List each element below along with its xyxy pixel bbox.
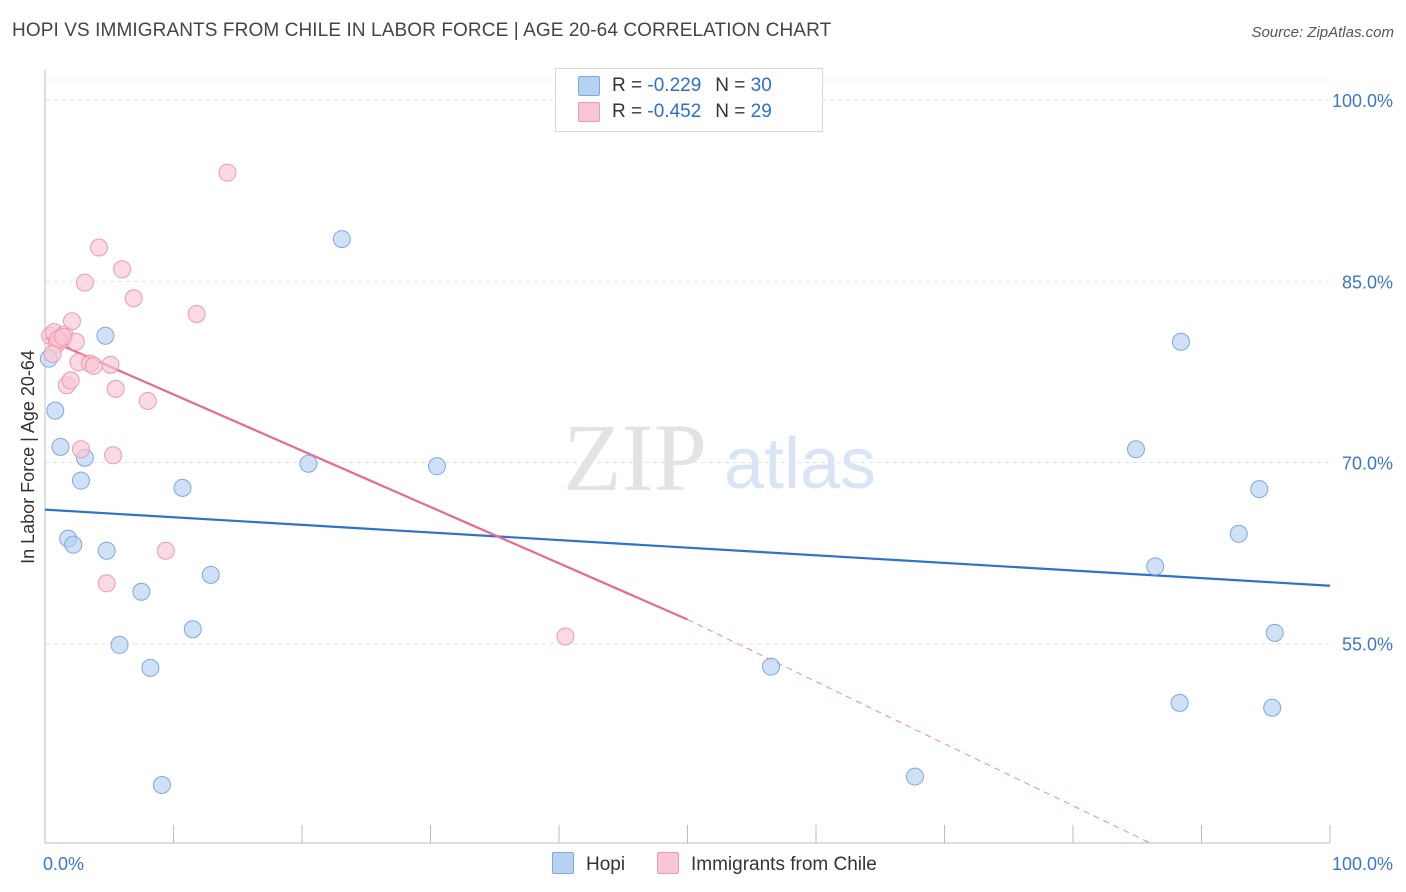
legend-row-chile: R = -0.452 N = 29 bbox=[578, 101, 772, 125]
hopi-point bbox=[1126, 440, 1145, 459]
r-label: R = bbox=[612, 101, 643, 122]
legend-item-chile[interactable]: Immigrants from Chile bbox=[657, 852, 877, 876]
chile-point bbox=[61, 371, 80, 390]
hopi-point bbox=[96, 326, 115, 345]
x-tick-label: 100.0% bbox=[1332, 854, 1393, 874]
chile-point bbox=[43, 344, 62, 363]
chile-point bbox=[124, 289, 143, 308]
hopi-point bbox=[152, 776, 171, 795]
axes bbox=[44, 70, 1331, 844]
hopi-point bbox=[173, 478, 192, 497]
y-tick-label: 100.0% bbox=[1332, 91, 1393, 111]
hopi-point bbox=[1171, 332, 1190, 351]
chile-legend-swatch bbox=[657, 852, 679, 874]
hopi-point bbox=[1229, 524, 1248, 543]
chile-point bbox=[187, 304, 206, 323]
hopi-point bbox=[762, 657, 781, 676]
chart-title: HOPI VS IMMIGRANTS FROM CHILE IN LABOR F… bbox=[12, 20, 832, 41]
hopi-point bbox=[1250, 480, 1269, 499]
hopi-point bbox=[1146, 557, 1165, 576]
y-tick-label: 85.0% bbox=[1342, 272, 1393, 292]
chile-point bbox=[89, 238, 108, 257]
chile-trend-extension bbox=[687, 619, 1151, 844]
data-points bbox=[39, 163, 1284, 795]
chile-point bbox=[97, 574, 116, 593]
legend-label-hopi: Hopi bbox=[586, 854, 626, 875]
hopi-point bbox=[427, 457, 446, 476]
chile-point bbox=[84, 356, 103, 375]
hopi-point bbox=[1265, 623, 1284, 642]
x-tick-label: 0.0% bbox=[43, 854, 84, 874]
chile-point bbox=[62, 312, 81, 331]
chile-point bbox=[218, 163, 237, 182]
source-label: Source: ZipAtlas.com bbox=[1251, 24, 1394, 41]
n-value-chile: 29 bbox=[750, 101, 772, 122]
legend-row-hopi: R = -0.229 N = 30 bbox=[578, 75, 772, 99]
hopi-point bbox=[97, 541, 116, 560]
y-tick-label: 70.0% bbox=[1342, 454, 1393, 474]
hopi-point bbox=[183, 620, 202, 639]
hopi-point bbox=[51, 437, 70, 456]
hopi-point bbox=[299, 454, 318, 473]
watermark-atlas: atlas bbox=[724, 424, 876, 504]
r-value-chile: -0.452 bbox=[647, 101, 702, 122]
hopi-point bbox=[132, 582, 151, 601]
chile-point bbox=[113, 260, 132, 279]
chile-point bbox=[101, 355, 120, 374]
correlation-legend: R = -0.229 N = 30 R = -0.452 N = 29 bbox=[555, 68, 823, 132]
y-tick-label: 55.0% bbox=[1342, 635, 1393, 655]
chile-point bbox=[156, 541, 175, 560]
hopi-point bbox=[1263, 698, 1282, 717]
hopi-point bbox=[71, 471, 90, 490]
chile-point bbox=[556, 627, 575, 646]
hopi-legend-swatch bbox=[552, 852, 574, 874]
hopi-point bbox=[64, 535, 83, 554]
hopi-point bbox=[141, 658, 160, 677]
y-axis-label: In Labor Force | Age 20-64 bbox=[18, 350, 38, 564]
hopi-point bbox=[201, 565, 220, 584]
axis-labels: 100.0% 85.0% 70.0% 55.0% 0.0% 100.0% In Labor … bbox=[18, 91, 1393, 874]
series-legend: Hopi Immigrants from Chile bbox=[0, 852, 1406, 878]
watermark-zip: ZIP bbox=[563, 404, 707, 511]
legend-label-chile: Immigrants from Chile bbox=[691, 854, 877, 875]
legend-item-hopi[interactable]: Hopi bbox=[552, 852, 625, 876]
chile-trend-line bbox=[44, 337, 688, 621]
hopi-point bbox=[332, 230, 351, 249]
chile-point bbox=[71, 440, 90, 459]
hopi-point bbox=[110, 635, 129, 654]
hopi-swatch bbox=[578, 75, 600, 96]
chile-swatch bbox=[578, 101, 600, 122]
hopi-point bbox=[1170, 693, 1189, 712]
hopi-point bbox=[46, 401, 65, 420]
chile-point bbox=[106, 379, 125, 398]
n-value-hopi: 30 bbox=[750, 75, 772, 96]
r-value-hopi: -0.229 bbox=[647, 75, 702, 96]
chile-point bbox=[53, 327, 72, 346]
chile-point bbox=[75, 273, 94, 292]
hopi-trend-line bbox=[44, 508, 1331, 587]
chile-point bbox=[104, 446, 123, 465]
grid-lines bbox=[45, 79, 1330, 645]
hopi-point bbox=[905, 767, 924, 786]
chile-point bbox=[138, 391, 157, 410]
n-label: N = bbox=[715, 101, 746, 122]
trend-lines bbox=[44, 337, 1331, 844]
n-label: N = bbox=[715, 75, 746, 96]
watermark: ZIP atlas bbox=[563, 404, 876, 511]
r-label: R = bbox=[612, 75, 643, 96]
